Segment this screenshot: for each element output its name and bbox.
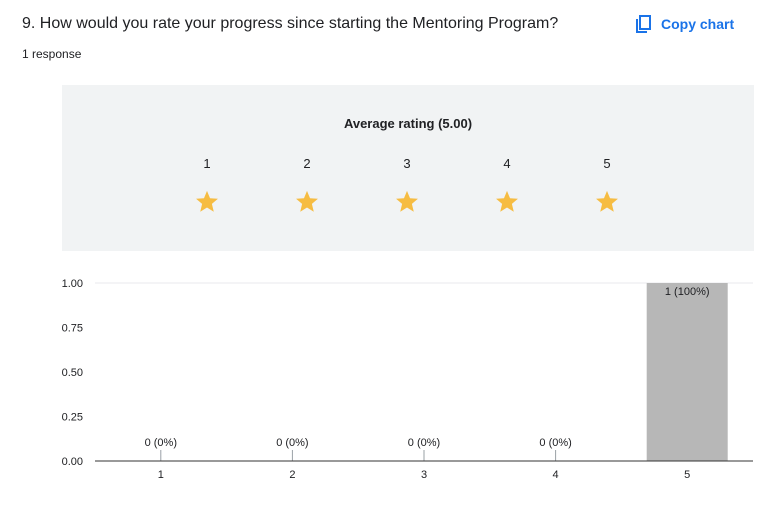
- copy-chart-button[interactable]: Copy chart: [634, 12, 734, 36]
- question-title: 9. How would you rate your progress sinc…: [22, 15, 559, 32]
- copy-icon: [634, 14, 652, 34]
- bar-data-label: 1 (100%): [665, 286, 710, 298]
- rating-option-5: 5: [587, 156, 627, 214]
- copy-chart-label: Copy chart: [661, 16, 735, 32]
- star-icon: [196, 190, 218, 212]
- star-icon: [496, 190, 518, 212]
- bar-data-label: 0 (0%): [145, 437, 177, 449]
- y-tick-label: 0.25: [62, 412, 83, 424]
- rating-option-2: 2: [287, 156, 327, 214]
- star-icon: [396, 190, 418, 212]
- x-tick-label: 4: [553, 469, 559, 481]
- bar-data-label: 0 (0%): [408, 437, 440, 449]
- star-icon: [296, 190, 318, 212]
- average-rating-panel: Average rating (5.00) 1 2 3 4 5: [62, 85, 754, 251]
- average-rating-label: Average rating (5.00): [343, 116, 473, 131]
- x-tick-label: 2: [289, 469, 295, 481]
- y-tick-label: 0.50: [62, 367, 83, 379]
- x-tick-label: 1: [158, 469, 164, 481]
- y-tick-label: 1.00: [62, 278, 83, 290]
- rating-option-4: 4: [487, 156, 527, 214]
- rating-number: 5: [603, 156, 611, 171]
- rating-number: 1: [203, 156, 211, 171]
- bar-data-label: 0 (0%): [276, 437, 308, 449]
- bar-data-label: 0 (0%): [539, 437, 571, 449]
- x-tick-label: 5: [684, 469, 690, 481]
- rating-number: 3: [403, 156, 411, 171]
- bar: [646, 283, 728, 461]
- x-tick-label: 3: [421, 469, 427, 481]
- rating-number: 2: [303, 156, 311, 171]
- y-tick-label: 0.00: [62, 456, 83, 468]
- response-count: 1 response: [22, 47, 82, 61]
- y-tick-label: 0.75: [62, 323, 83, 335]
- star-icon: [596, 190, 618, 212]
- rating-option-3: 3: [387, 156, 427, 214]
- rating-number: 4: [503, 156, 511, 171]
- rating-option-1: 1: [187, 156, 227, 214]
